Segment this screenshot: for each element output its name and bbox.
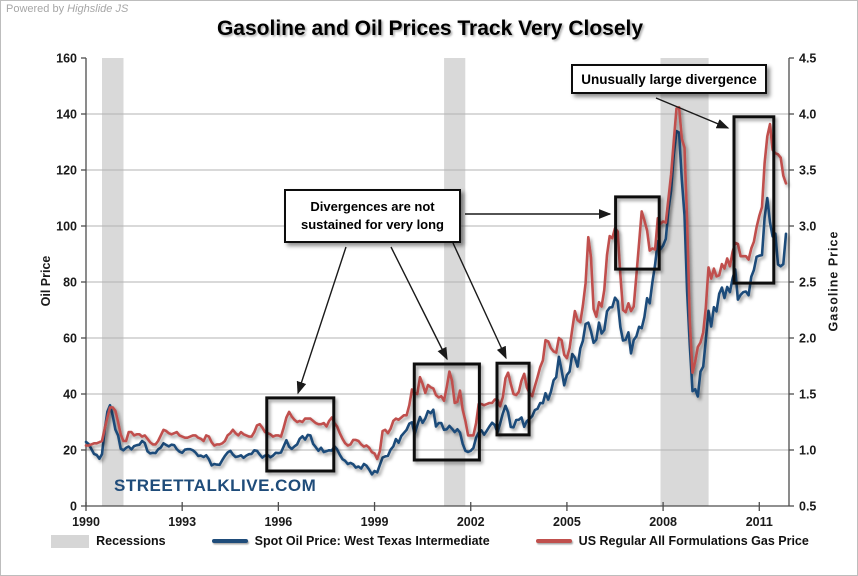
legend-item-gas-price: US Regular All Formulations Gas Price — [535, 534, 809, 548]
legend-label: Spot Oil Price: West Texas Intermediate — [254, 534, 490, 548]
svg-text:1990: 1990 — [72, 515, 100, 529]
annotation-unusually-large-divergence: Unusually large divergence — [571, 64, 767, 94]
legend-item-oil-price: Spot Oil Price: West Texas Intermediate — [211, 534, 490, 548]
oil-line-swatch — [211, 539, 248, 543]
gridlines — [86, 113, 789, 451]
svg-text:1999: 1999 — [361, 515, 389, 529]
svg-text:2008: 2008 — [649, 515, 677, 529]
gas-line-swatch — [535, 539, 572, 543]
recession-swatch — [51, 534, 90, 548]
svg-text:2005: 2005 — [553, 515, 581, 529]
svg-text:120: 120 — [56, 164, 77, 178]
chart-title: Gasoline and Oil Prices Track Very Close… — [216, 17, 644, 40]
axis-tick-labels: 0 20 40 60 80 100 120 140 160 0.5 1.0 1.5 2.0 2.5 3.0 3… — [56, 52, 816, 530]
svg-text:1.0: 1.0 — [799, 444, 816, 458]
svg-text:3.0: 3.0 — [799, 220, 816, 234]
svg-text:4.0: 4.0 — [799, 108, 816, 122]
svg-text:2011: 2011 — [746, 515, 773, 529]
annotation-boxes — [265, 115, 776, 473]
svg-text:4.5: 4.5 — [799, 52, 816, 66]
right-axis-title: Gasoline Price — [826, 230, 841, 332]
svg-text:1996: 1996 — [264, 515, 292, 529]
svg-text:3.5: 3.5 — [799, 164, 816, 178]
svg-text:2002: 2002 — [457, 515, 485, 529]
svg-text:160: 160 — [56, 52, 77, 66]
svg-text:80: 80 — [63, 276, 77, 290]
svg-text:0: 0 — [70, 500, 77, 514]
svg-text:60: 60 — [63, 332, 77, 346]
legend: Recessions Spot Oil Price: West Texas In… — [1, 534, 857, 548]
legend-label: Recessions — [96, 534, 166, 548]
svg-text:2.0: 2.0 — [799, 332, 816, 346]
powered-by-credit: Powered by Highslide JS — [6, 3, 128, 15]
annotation-divergences-not-sustained: Divergences are not sustained for very l… — [284, 189, 461, 243]
svg-text:20: 20 — [63, 444, 77, 458]
svg-text:140: 140 — [56, 108, 77, 122]
axes — [81, 57, 794, 511]
svg-text:40: 40 — [63, 388, 77, 402]
svg-text:1993: 1993 — [168, 515, 196, 529]
highslide-brand: Highslide JS — [67, 3, 129, 15]
legend-label: US Regular All Formulations Gas Price — [578, 534, 809, 548]
svg-text:2.5: 2.5 — [799, 276, 816, 290]
svg-text:1.5: 1.5 — [799, 388, 816, 402]
data-series — [84, 106, 788, 476]
legend-item-recessions: Recessions — [51, 534, 166, 548]
annotation-arrows — [296, 97, 730, 395]
svg-text:100: 100 — [56, 220, 77, 234]
left-axis-title: Oil Price — [39, 255, 53, 307]
watermark: STREETTALKLIVE.COM — [114, 476, 317, 495]
powered-by-prefix: Powered by — [6, 3, 68, 15]
svg-text:0.5: 0.5 — [799, 500, 816, 514]
